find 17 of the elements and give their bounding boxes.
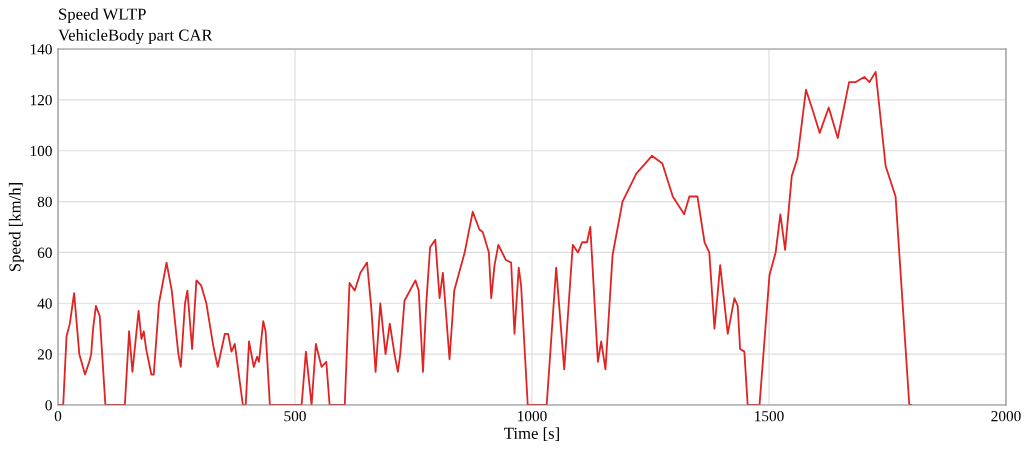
x-tick-label: 0 [54, 411, 62, 422]
y-tick-label: 120 [30, 95, 52, 106]
chart-subtitle: VehicleBody part CAR [58, 29, 213, 45]
x-axis-title: Time [s] [504, 427, 559, 441]
y-tick-label: 20 [37, 349, 52, 360]
y-tick-label: 60 [37, 247, 52, 258]
y-tick-label: 100 [30, 145, 52, 157]
y-tick-label: 40 [37, 298, 52, 309]
y-axis-title: Speed [km/h] [8, 183, 24, 272]
y-tick-label: 140 [30, 44, 52, 55]
x-tick-label: 2000 [991, 411, 1021, 422]
y-tick-label: 80 [37, 196, 52, 208]
chart-title: Speed WLTP [59, 8, 146, 24]
x-tick-label: 1500 [755, 411, 784, 422]
x-tick-label: 500 [284, 411, 306, 422]
y-tick-label: 0 [45, 400, 52, 411]
x-tick-label: 1000 [518, 411, 547, 422]
